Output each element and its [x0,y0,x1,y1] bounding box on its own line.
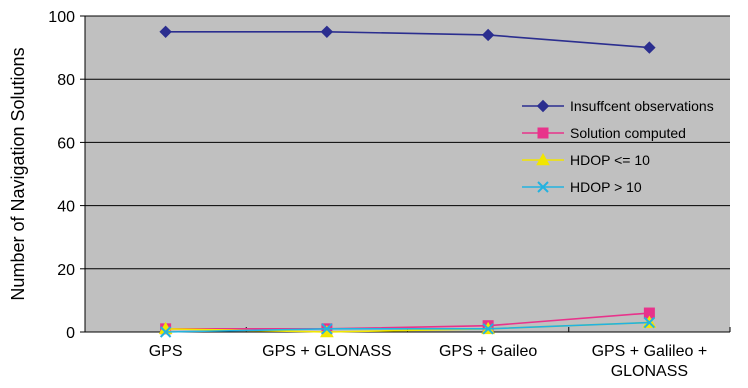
data-point-3-2 [482,323,494,335]
data-point-0-1 [320,25,334,39]
legend-label-0: Insuffcent observations [570,98,714,114]
x-tick-label-line: GLONASS [611,363,688,380]
legend-item-1: Solution computed [522,125,686,141]
series-line-3 [165,321,650,333]
legend-marker-1 [537,127,549,139]
x-tick-label-0: GPS [149,343,183,360]
y-tick-label-2: 40 [57,199,75,216]
data-point-3-0 [159,326,172,338]
y-tick-label-5: 100 [48,9,75,26]
legend-marker-3 [537,181,549,193]
legend-label-3: HDOP > 10 [570,179,642,195]
series-layer [158,25,657,338]
series-line-0 [165,30,650,49]
x-tick-label-line: GPS + Galileo + [592,343,708,360]
legend-item-0: Insuffcent observations [522,98,714,114]
data-point-0-3 [643,41,656,54]
legend-item-2: HDOP <= 10 [522,152,650,168]
plot-background [85,16,730,332]
x-tick-label-2: GPS + Gaileo [439,343,537,360]
data-point-3-3 [643,316,656,329]
legend-label-1: Solution computed [570,125,686,141]
legend-label-2: HDOP <= 10 [570,152,650,168]
x-tick-label-3: GPS + Galileo + GLONASS [592,343,708,380]
data-point-0-2 [481,28,495,42]
series-line-1 [165,312,650,330]
x-tick-label-line: GPS + GLONASS [262,343,391,360]
legend-item-3: HDOP > 10 [522,179,642,195]
y-tick-label-1: 20 [57,262,75,279]
legend-marker-2 [536,152,550,166]
x-tick-label-line: GPS [149,343,183,360]
data-point-3-1 [321,323,333,335]
x-tick-label-1: GPS + GLONASS [262,343,391,360]
plot-area: 0 20 40 60 80 100 GPS GPS + GLONASS GPS + Gaileo… [48,9,731,380]
x-tick-label-line: GPS + Gaileo [439,343,537,360]
y-tick-label-4: 80 [57,72,75,89]
series-3 [159,316,656,338]
y-tick-label-0: 0 [66,325,75,342]
y-axis-label: Number of Navigation Solutions [8,47,28,300]
legend: Insuffcent observations Solution computed… [522,98,714,195]
legend-marker-0 [536,99,550,113]
data-point-0-0 [159,25,172,39]
series-0 [159,25,656,54]
y-tick-label-3: 60 [57,135,75,152]
